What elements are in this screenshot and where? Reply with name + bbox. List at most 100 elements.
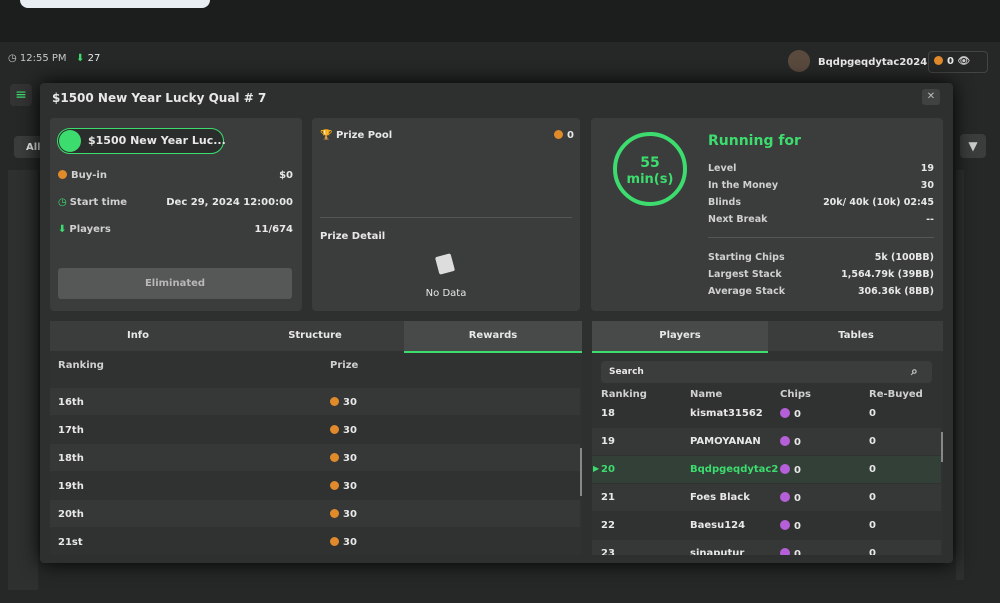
cell-text: 0 [794,409,801,420]
prize-value: 30 [343,453,357,464]
chip-icon [780,492,790,502]
cell-text: 0 [869,464,876,475]
chips: 0 [780,492,801,504]
stat-label: Blinds [708,197,741,208]
reward-row [50,528,580,555]
row-icon: ◷ [58,197,67,208]
stat-value: -- [926,214,934,225]
close-button[interactable]: ✕ [922,89,940,105]
cell-text: 0 [794,521,801,532]
cell-text: Baesu124 [690,520,746,531]
re-buyed: 0 [869,408,876,419]
coin-icon [330,453,339,462]
prize-pool-label: Prize Pool [335,130,393,141]
tab-bar [50,321,404,351]
stat-label: In the Money [708,180,779,191]
avatar[interactable] [788,50,810,72]
cell-text: sinaputur [690,548,745,555]
tab[interactable]: Tables [838,330,874,341]
chip-icon [780,548,790,555]
prize: 30 [330,481,357,492]
balance-box[interactable] [928,51,988,73]
tab[interactable]: Structure [288,330,342,341]
eliminated-button[interactable] [58,268,292,299]
cell-text: Foes Black [690,492,750,503]
player-row [592,428,941,455]
prize-pool: 0 [554,130,574,141]
ranking: 18 [601,408,615,419]
chip-icon [780,408,790,418]
prize-pool-amount: 0 [567,130,574,141]
badge-icon [59,130,81,152]
cell-text: 18 [601,408,615,419]
ranking: 23 [601,548,615,555]
prize-pool-title: 🏆 Prize Pool [320,130,393,141]
cell-text: 0 [869,520,876,531]
time: 12:55 PM [19,53,67,64]
column-header: Chips [780,389,811,400]
running-for: Running for [708,133,801,149]
label-text: Start time [69,197,128,208]
search-icon[interactable]: ⌕ [911,364,918,378]
timer-unit: min(s) [626,172,674,187]
filter-all[interactable]: All [26,142,41,153]
prize: 30 [330,453,357,464]
stat-value: 19 [920,163,934,174]
no-data: No Data [425,288,467,299]
player-name: kismat31562 [690,408,763,419]
summary-label: ◷ Start time [58,197,127,208]
re-buyed: 0 [869,464,876,475]
ranking: 19 [601,436,615,447]
search-box[interactable] [601,361,932,383]
player-name: Foes Black [690,492,750,503]
menu-button[interactable]: ≡ [10,84,32,106]
ranking: 21st [58,537,83,548]
clock: ◷ 12:55 PM [8,53,67,64]
reward-row [50,472,580,499]
chip-icon [780,464,790,474]
cell-text: 0 [794,549,801,555]
chip-icon [780,520,790,530]
filter-box[interactable] [14,136,44,158]
cell-text: 0 [869,548,876,555]
stack-value: 1,564.79k (39BB) [841,269,934,280]
filter-icon[interactable]: ▼ [960,134,986,158]
cell-text: PAMOYANAN [690,436,761,447]
summary-label: ⬇ Players [58,224,111,235]
background-list [8,170,38,590]
prize-panel [312,118,580,311]
prize-value: 30 [343,425,357,436]
badge-text: $1500 New Year Luc... [88,134,226,147]
re-buyed: 0 [869,492,876,503]
re-buyed: 0 [869,520,876,531]
player-name: Bqdpgeqdytac2 [690,464,778,475]
stack-label: Average Stack [708,286,786,297]
coin-icon [330,481,339,490]
cell-text: 0 [869,436,876,447]
chips: 0 [780,520,801,532]
modal-title: $1500 New Year Lucky Qual # 7 [52,91,267,105]
tab[interactable]: Players [659,330,701,341]
username[interactable]: Bqdpgeqdytac2024 [818,57,928,68]
ranking: 17th [58,425,84,436]
stack-value: 5k (100BB) [874,252,934,263]
summary-value: 11/674 [254,224,293,235]
cell-text: 21 [601,492,615,503]
stat-label: Level [708,163,737,174]
tab[interactable]: Rewards [468,330,518,341]
timer-ring [613,132,687,206]
tab[interactable]: Info [126,330,150,341]
stack-label: Largest Stack [708,269,782,280]
coin-icon [330,425,339,434]
scrollbar [941,432,943,462]
reward-row [50,500,580,527]
reward-row [50,416,580,443]
eliminated-label: Eliminated [144,278,206,289]
tab-bar [768,321,943,351]
prize: 30 [330,425,357,436]
chips: 0 [780,436,801,448]
badge [57,128,224,154]
re-buyed: 0 [869,436,876,447]
row-icon [58,170,67,179]
